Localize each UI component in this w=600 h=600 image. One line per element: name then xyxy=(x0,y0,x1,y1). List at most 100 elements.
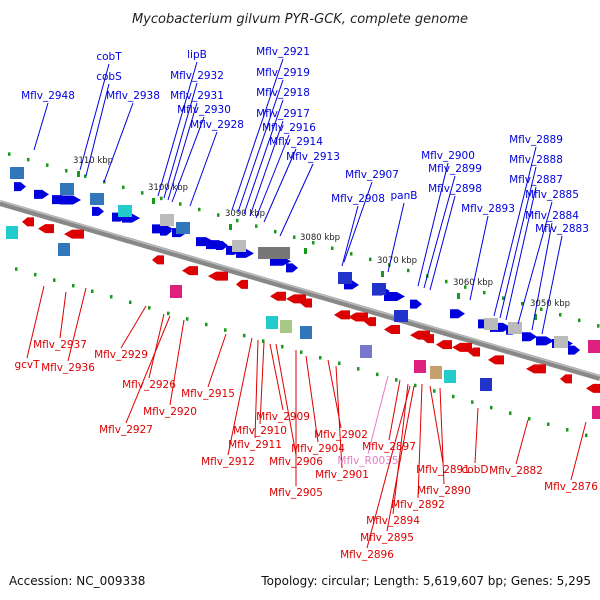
track-dot xyxy=(167,311,170,316)
leader-line xyxy=(171,116,205,203)
gene-label-reverse: Mflv_2890 xyxy=(417,485,471,497)
leader-line xyxy=(392,383,409,515)
leader-line xyxy=(343,181,373,263)
reverse-gene-arrow xyxy=(38,224,54,234)
track-dot xyxy=(255,224,258,228)
track-dot xyxy=(540,307,543,311)
gene-block xyxy=(484,318,498,330)
track-dot xyxy=(376,372,379,377)
gene-label-forward: Mflv_2948 xyxy=(21,90,75,102)
forward-gene-arrow xyxy=(60,195,81,205)
gene-block xyxy=(444,370,456,383)
gene-label-forward: Mflv_2899 xyxy=(428,163,482,175)
track-dot xyxy=(274,229,277,234)
leader-line xyxy=(279,163,314,237)
track-dot xyxy=(262,339,265,343)
leader-line xyxy=(423,175,456,289)
leader-line xyxy=(120,305,147,349)
gene-block xyxy=(58,243,70,256)
track-dot xyxy=(217,213,220,217)
track-dot xyxy=(331,246,334,251)
leader-line xyxy=(237,79,284,213)
leader-line xyxy=(255,134,290,219)
reverse-gene-arrow xyxy=(64,229,84,239)
tick-label: 3070 kbp xyxy=(377,256,417,266)
track-dot xyxy=(198,207,201,212)
tick-mark xyxy=(534,314,537,320)
leader-line xyxy=(341,205,359,267)
leader-line xyxy=(517,201,553,325)
forward-gene-arrow xyxy=(34,189,49,199)
leader-line xyxy=(254,339,259,439)
gene-label-forward: Mflv_2932 xyxy=(170,70,224,82)
track-dot xyxy=(34,272,37,277)
gene-label-forward: panB xyxy=(391,190,418,202)
reverse-gene-arrow xyxy=(422,334,434,344)
track-dot xyxy=(186,317,189,321)
leader-line xyxy=(305,355,319,443)
gene-label-forward: Mflv_2919 xyxy=(256,67,310,79)
tick-label: 3090 kbp xyxy=(225,209,265,219)
leader-line xyxy=(269,343,284,411)
gene-label-forward: Mflv_2893 xyxy=(461,203,515,215)
leader-line xyxy=(493,146,537,317)
track-dot xyxy=(597,324,600,328)
tick-label: 3110 kbp xyxy=(73,156,113,166)
leader-line xyxy=(541,235,563,335)
reverse-gene-arrow xyxy=(348,312,368,322)
reverse-gene-arrow xyxy=(452,342,472,352)
track-dot xyxy=(445,279,448,284)
gene-label-forward: Mflv_2900 xyxy=(421,150,475,162)
track-dot xyxy=(148,306,151,310)
reverse-gene-arrow xyxy=(586,383,600,393)
track-dot xyxy=(464,285,467,289)
gene-block xyxy=(554,336,568,348)
gene-label-forward: Mflv_2883 xyxy=(535,223,589,235)
gene-block xyxy=(280,320,292,333)
gene-block xyxy=(372,283,386,295)
gene-block xyxy=(10,167,24,179)
gene-block xyxy=(592,406,600,419)
gene-label-reverse: Mflv_2926 xyxy=(122,379,176,391)
leader-line xyxy=(386,385,415,532)
track-dot xyxy=(8,152,11,156)
leader-line xyxy=(189,131,218,207)
track-dot xyxy=(224,328,227,332)
leader-line xyxy=(531,222,553,331)
leader-line xyxy=(429,385,444,464)
topology-text: Topology: circular; Length: 5,619,607 bp… xyxy=(260,574,591,588)
track-dot xyxy=(509,411,512,415)
track-dot xyxy=(578,318,581,323)
leader-line xyxy=(388,379,401,441)
track-dot xyxy=(110,295,113,299)
gene-block xyxy=(394,310,408,322)
gene-label-forward: cobS xyxy=(96,71,122,83)
gene-label-reverse: Mflv_2901 xyxy=(315,469,369,481)
forward-gene-arrow xyxy=(92,206,104,216)
track-dot xyxy=(338,361,341,366)
gene-block xyxy=(414,360,426,373)
gene-label-forward: lipB xyxy=(187,49,207,61)
reverse-gene-arrow xyxy=(560,374,572,384)
gene-block xyxy=(160,214,174,226)
gene-label-reverse: Mflv_2882 xyxy=(489,465,543,477)
reverse-gene-arrow xyxy=(334,310,350,320)
gene-label-forward: Mflv_2898 xyxy=(428,183,482,195)
leader-line xyxy=(417,383,423,499)
leader-line xyxy=(243,99,284,215)
track-dot xyxy=(566,428,569,432)
gene-block xyxy=(232,240,246,252)
gene-block xyxy=(90,193,104,205)
track-dot xyxy=(369,257,372,262)
gene-label-reverse: Mflv_2920 xyxy=(143,406,197,418)
gene-block xyxy=(266,316,278,329)
gene-label-reverse: Mflv_R0035 xyxy=(337,455,398,467)
track-dot xyxy=(65,168,68,173)
tick-mark xyxy=(304,248,307,254)
gene-label-reverse: Mflv_2905 xyxy=(269,487,323,499)
gene-label-reverse: cobD xyxy=(462,464,489,476)
track-dot xyxy=(452,394,455,399)
gene-label-reverse: Mflv_2937 xyxy=(33,339,87,351)
leader-line xyxy=(227,337,253,456)
